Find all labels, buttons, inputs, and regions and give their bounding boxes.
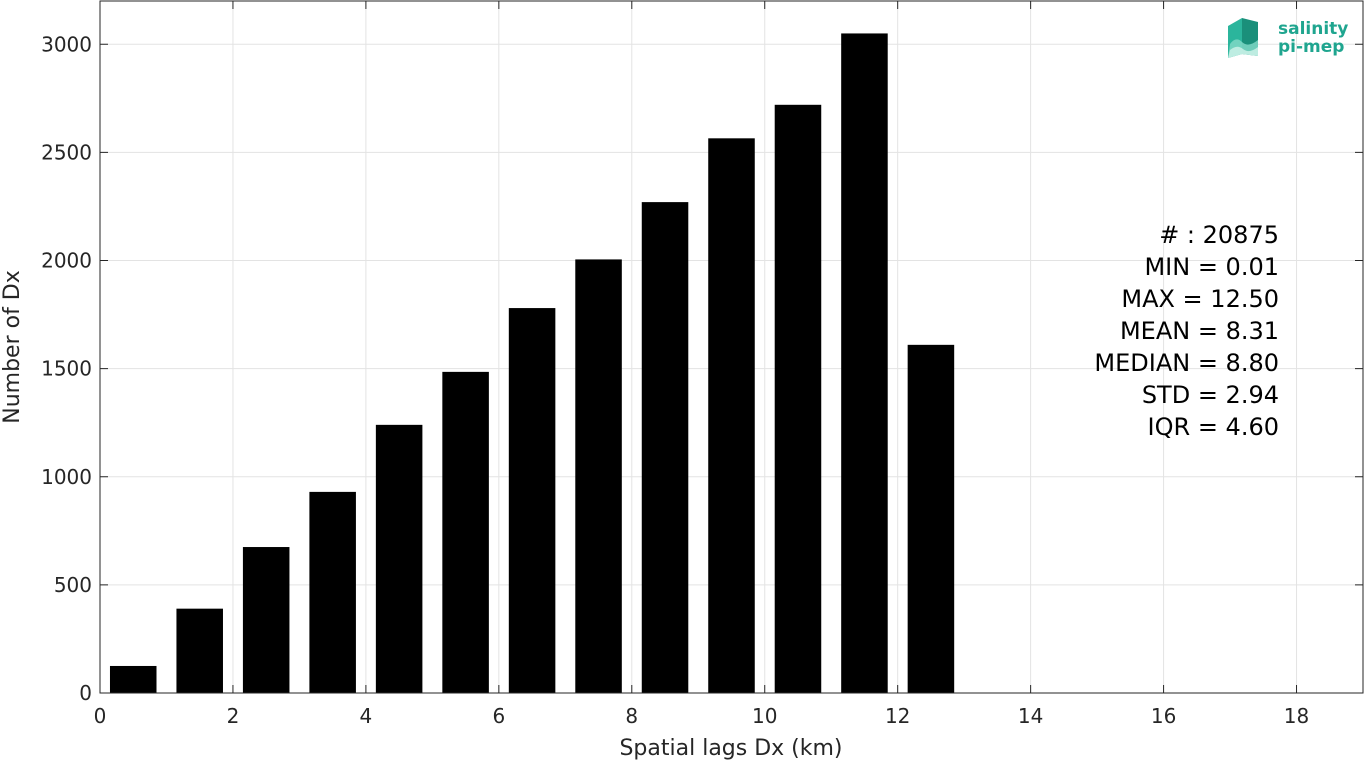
x-tick-label: 16: [1151, 704, 1176, 728]
x-tick-label: 18: [1284, 704, 1309, 728]
histogram-bar: [641, 202, 689, 694]
y-tick-label: 1500: [41, 357, 92, 381]
stats-line: IQR = 4.60: [1148, 413, 1279, 441]
logo-waves-icon: [1228, 18, 1258, 58]
y-tick-label: 3000: [41, 32, 92, 56]
histogram-bar: [176, 608, 223, 693]
histogram-bar: [774, 104, 822, 694]
stats-line: STD = 2.94: [1142, 381, 1279, 409]
histogram-bar: [841, 33, 888, 693]
histogram-bar: [242, 547, 290, 693]
histogram-bar: [309, 491, 356, 693]
x-tick-label: 14: [1018, 704, 1043, 728]
x-tick-label: 0: [94, 704, 107, 728]
x-axis-label: Spatial lags Dx (km): [619, 736, 842, 761]
histogram-bar: [508, 308, 556, 693]
x-axis-ticks: 0 2 4 6 8 10 12 14 16 18: [94, 1, 1309, 728]
x-tick-label: 10: [752, 704, 777, 728]
y-tick-label: 0: [79, 681, 92, 705]
y-tick-label: 2500: [41, 140, 92, 164]
y-tick-label: 2000: [41, 249, 92, 273]
x-tick-label: 4: [360, 704, 373, 728]
salinity-pi-mep-logo: salinity pi-mep: [1228, 18, 1348, 58]
histogram-bar: [109, 665, 157, 693]
y-tick-label: 500: [54, 573, 92, 597]
stats-line: MAX = 12.50: [1121, 285, 1279, 313]
histogram-bar: [907, 344, 955, 693]
histogram-bar: [442, 371, 489, 693]
y-tick-label: 1000: [41, 465, 92, 489]
logo-line1: salinity: [1278, 19, 1348, 39]
logo-line2: pi-mep: [1278, 37, 1344, 57]
x-tick-label: 12: [885, 704, 910, 728]
plot-frame: [99, 0, 1364, 694]
histogram-bar: [375, 424, 423, 693]
y-axis-ticks: 0 500 1000 1500 2000 2500 3000: [41, 32, 1363, 705]
stats-line: # : 20875: [1159, 221, 1279, 249]
stats-line: MEDIAN = 8.80: [1094, 349, 1279, 377]
stats-box: # : 20875 MIN = 0.01 MAX = 12.50 MEAN = 8.3…: [1094, 221, 1279, 441]
histogram-bar: [708, 138, 755, 694]
bars: [109, 33, 955, 694]
x-tick-label: 2: [227, 704, 240, 728]
stats-line: MIN = 0.01: [1144, 253, 1279, 281]
x-tick-label: 8: [625, 704, 638, 728]
x-tick-label: 6: [492, 704, 505, 728]
y-axis-label: Number of Dx: [0, 270, 25, 424]
histogram-bar: [575, 259, 622, 693]
stats-line: MEAN = 8.31: [1120, 317, 1279, 345]
